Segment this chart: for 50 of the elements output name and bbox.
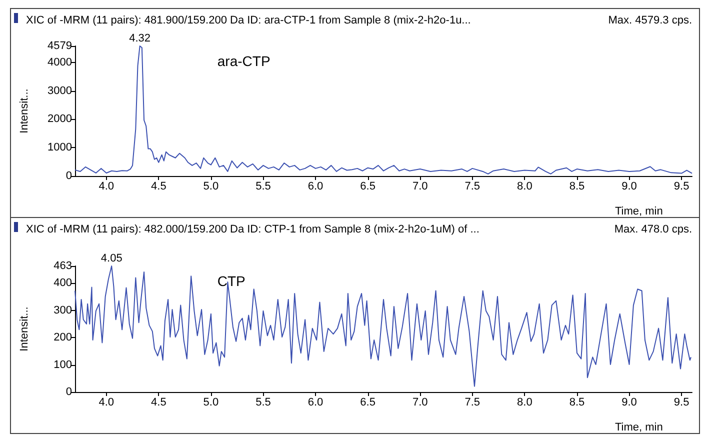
x-tick-label: 8.0 [517, 180, 532, 192]
x-tick-label: 9.0 [622, 396, 637, 408]
y-tick-label: 4579 [48, 40, 72, 52]
y-tick-label: 300 [54, 304, 72, 316]
x-tick-label: 4.5 [151, 180, 166, 192]
x-tick-label: 5.0 [203, 396, 219, 408]
x-tick-label: 4.0 [98, 396, 114, 408]
x-tick-label: 7.5 [464, 396, 480, 408]
x-axis-title: Time, min [615, 422, 663, 434]
y-tick-label: 400 [54, 277, 72, 290]
line-series [74, 46, 692, 174]
x-tick-label: 9.0 [622, 180, 637, 192]
x-tick-label: 6.5 [360, 180, 376, 192]
x-tick-label: 5.0 [203, 180, 219, 192]
x-tick-label: 9.5 [674, 180, 690, 192]
annotation: 4.32 [129, 32, 151, 44]
chart-title: XIC of -MRM (11 pairs): 481.900/159.200 Da ID: ara-CTP-1 from Sample 8 (mix-2-h2o-1u... [26, 14, 471, 26]
x-axis-title: Time, min [615, 206, 663, 218]
y-tick-label: 200 [54, 332, 72, 344]
y-axis-title: Intensit... [18, 88, 30, 134]
x-tick-label: 4.0 [98, 180, 114, 192]
y-tick-label: 3000 [48, 84, 72, 97]
y-tick-label: 4000 [48, 56, 72, 68]
x-tick-label: 7.0 [412, 396, 428, 408]
x-tick-label: 5.5 [256, 180, 271, 192]
x-tick-label: 7.0 [412, 180, 428, 192]
y-tick-label: 100 [54, 358, 72, 371]
x-tick-label: 6.0 [308, 396, 324, 408]
annotation: CTP [217, 273, 246, 289]
x-tick-label: 8.0 [517, 396, 532, 408]
y-tick-label: 0 [66, 170, 72, 182]
x-tick-label: 6.0 [308, 180, 324, 192]
x-tick-label: 9.5 [674, 396, 690, 408]
annotation: 4.05 [100, 252, 122, 264]
y-axis-title: Intensit... [18, 306, 30, 352]
line-series [74, 266, 692, 387]
y-tick-label: 463 [54, 260, 72, 272]
x-tick-label: 7.5 [464, 180, 480, 192]
y-tick-label: 0 [66, 386, 72, 398]
x-tick-label: 8.5 [569, 180, 585, 192]
y-tick-label: 2000 [48, 113, 72, 126]
chart-title: XIC of -MRM (11 pairs): 482.000/159.200 Da ID: CTP-1 from Sample 8 (mix-2-h2o-1uM) of ... [26, 224, 480, 236]
y-tick-label: 1000 [48, 142, 72, 154]
x-tick-label: 6.5 [360, 396, 376, 408]
x-tick-label: 8.5 [569, 396, 585, 408]
annotation: ara-CTP [217, 53, 270, 69]
x-tick-label: 4.5 [151, 396, 166, 408]
chart-subtitle: Max. 478.0 cps. [614, 224, 692, 236]
chart-subtitle: Max. 4579.3 cps. [608, 14, 692, 26]
x-tick-label: 5.5 [256, 396, 271, 408]
